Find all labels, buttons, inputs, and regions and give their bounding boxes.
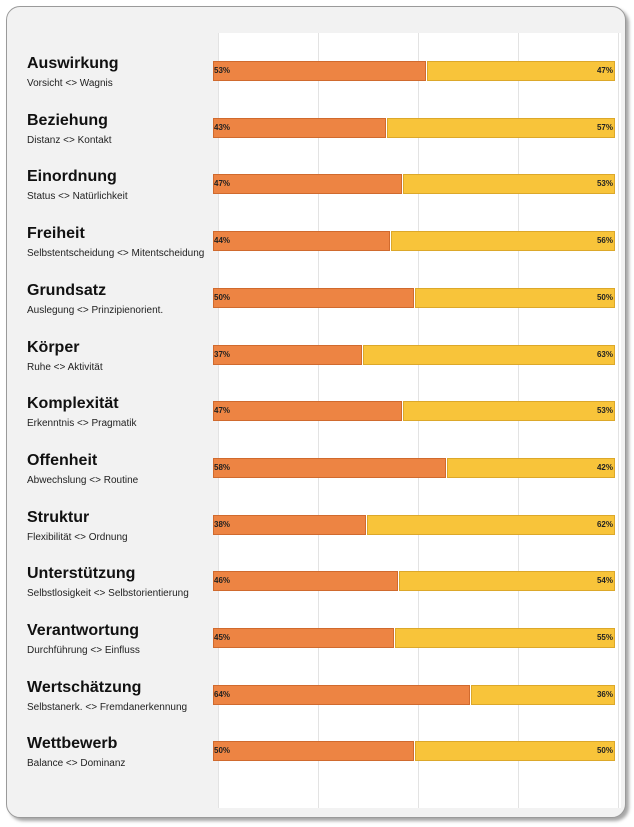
bar-left-value-label: 53% xyxy=(214,66,231,75)
chart-row: Offenheit Abwechslung <> Routine 58% 42% xyxy=(7,452,627,509)
category-label: Körper xyxy=(27,338,80,356)
category-subtitle: Vorsicht <> Wagnis xyxy=(27,78,113,89)
bar-right-segment xyxy=(403,401,615,422)
bar-right-segment xyxy=(387,117,615,138)
chart-row: Struktur Flexibilität <> Ordnung 38% 62% xyxy=(7,509,627,566)
category-subtitle: Abwechslung <> Routine xyxy=(27,474,139,486)
bar-right-segment xyxy=(395,628,615,648)
category-subtitle: Erkenntnis <> Pragmatik xyxy=(27,418,137,430)
category-label: Struktur xyxy=(27,508,90,526)
chart-row: Wettbewerb Balance <> Dominanz 50% 50% xyxy=(7,735,627,792)
bar-left-segment xyxy=(213,231,390,252)
category-subtitle: Balance <> Dominanz xyxy=(27,758,126,770)
bar-left-segment xyxy=(213,174,402,195)
bar-right-value-label: 53% xyxy=(596,179,613,189)
chart-card: Auswirkung Vorsicht <> Wagnis 53% 47% Bezieh… xyxy=(6,6,626,818)
chart-row: Einordnung Status <> Natürlichkeit 47% 53% xyxy=(7,168,627,225)
bar-left-value-label: 43% xyxy=(214,122,231,132)
bar-left-value-label: 50% xyxy=(214,292,231,302)
bar-left-segment xyxy=(213,684,470,705)
category-subtitle: Selbstanerk. <> Fremdanerkennung xyxy=(27,701,188,713)
category-subtitle: Distanz <> Kontakt xyxy=(27,134,112,146)
bar-right-segment xyxy=(363,344,615,365)
category-label: Einordnung xyxy=(27,168,117,186)
bar-right-segment xyxy=(415,741,615,762)
category-label: Beziehung xyxy=(27,111,108,129)
category-label: Offenheit xyxy=(27,451,98,469)
bar-left-segment xyxy=(213,287,414,308)
bar-left-segment xyxy=(213,344,362,365)
chart-row: Auswirkung Vorsicht <> Wagnis 53% 47% xyxy=(7,55,627,112)
category-label: Komplexität xyxy=(27,395,119,413)
bar-right-value-label: 50% xyxy=(596,746,613,756)
bar-left-segment xyxy=(213,401,402,422)
bar-right-segment xyxy=(471,684,615,705)
bar-right-value-label: 54% xyxy=(596,576,613,586)
bar-right-value-label: 50% xyxy=(596,292,613,302)
bar-left-segment xyxy=(213,117,386,138)
bar-right-value-label: 57% xyxy=(596,122,613,132)
bar-left-value-label: 64% xyxy=(214,689,231,699)
bar-left-segment xyxy=(213,741,414,762)
bar-left-segment xyxy=(213,628,394,648)
bar-right-segment xyxy=(399,571,615,592)
category-subtitle: Durchführung <> Einfluss xyxy=(27,645,140,656)
category-label: Wertschätzung xyxy=(27,678,142,696)
category-subtitle: Flexibilität <> Ordnung xyxy=(27,531,128,543)
chart-row: Komplexität Erkenntnis <> Pragmatik 47% 53% xyxy=(7,395,627,452)
bar-right-segment xyxy=(391,231,615,252)
bar-right-segment xyxy=(415,287,615,308)
bar-left-segment xyxy=(213,457,446,478)
chart-row: Freiheit Selbstentscheidung <> Mitentsche… xyxy=(7,225,627,282)
category-subtitle: Selbstlosigkeit <> Selbstorientierung xyxy=(27,588,189,600)
chart-row: Körper Ruhe <> Aktivität 37% 63% xyxy=(7,339,627,396)
category-label: Wettbewerb xyxy=(27,735,118,753)
category-subtitle: Auslegung <> Prinzipienorient. xyxy=(27,304,164,316)
category-label: Grundsatz xyxy=(27,281,107,299)
category-label: Freiheit xyxy=(27,225,85,243)
category-label: Unterstützung xyxy=(27,565,136,583)
bar-right-value-label: 53% xyxy=(596,406,613,416)
category-label: Auswirkung xyxy=(27,55,119,72)
category-subtitle: Status <> Natürlichkeit xyxy=(27,191,128,203)
bar-right-value-label: 62% xyxy=(596,519,613,529)
bar-right-value-label: 47% xyxy=(596,66,613,75)
bar-left-value-label: 50% xyxy=(214,746,231,756)
bar-left-value-label: 47% xyxy=(214,179,231,189)
bar-right-segment xyxy=(367,514,615,535)
bar-left-value-label: 44% xyxy=(214,236,231,246)
bar-right-value-label: 56% xyxy=(596,236,613,246)
bar-left-segment xyxy=(213,571,398,592)
bar-left-segment xyxy=(213,514,366,535)
category-subtitle: Ruhe <> Aktivität xyxy=(27,361,103,373)
bar-right-segment xyxy=(427,61,615,81)
bar-right-segment xyxy=(447,457,615,478)
bar-right-value-label: 63% xyxy=(596,349,613,359)
bar-left-value-label: 38% xyxy=(214,519,231,529)
bar-left-value-label: 46% xyxy=(214,576,231,586)
gridline-100 xyxy=(618,33,619,808)
category-subtitle: Selbstentscheidung <> Mitentscheidung xyxy=(27,248,205,260)
chart-row: Grundsatz Auslegung <> Prinzipienorient. 5… xyxy=(7,282,627,339)
bar-left-value-label: 37% xyxy=(214,349,231,359)
bar-left-segment xyxy=(213,61,426,81)
bar-left-value-label: 47% xyxy=(214,406,231,416)
chart-row: Verantwortung Durchführung <> Einfluss 45%… xyxy=(7,622,627,679)
bar-left-value-label: 58% xyxy=(214,462,231,472)
bar-right-value-label: 42% xyxy=(596,462,613,472)
bar-right-segment xyxy=(403,174,615,195)
category-label: Verantwortung xyxy=(27,622,140,639)
bar-right-value-label: 55% xyxy=(596,633,613,642)
chart-row: Beziehung Distanz <> Kontakt 43% 57% xyxy=(7,112,627,169)
bar-left-value-label: 45% xyxy=(214,633,231,642)
chart-row: Unterstützung Selbstlosigkeit <> Selbstor… xyxy=(7,565,627,622)
chart-row: Wertschätzung Selbstanerk. <> Fremdanerke… xyxy=(7,679,627,736)
bar-right-value-label: 36% xyxy=(596,689,613,699)
